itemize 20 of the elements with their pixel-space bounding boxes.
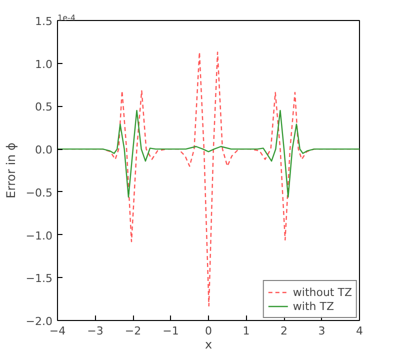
x-axis-title: x	[204, 338, 212, 352]
x-tick-label: 1	[242, 324, 250, 338]
x-tick-label: −1	[162, 324, 179, 338]
x-tick-label: −3	[87, 324, 104, 338]
y-tick-label: −1.0	[26, 229, 53, 242]
y-tick-label: 0.0	[35, 144, 53, 157]
legend-label: with TZ	[292, 299, 334, 313]
y-tick-label: 0.5	[35, 100, 53, 114]
y-tick-label: 1.0	[35, 58, 53, 71]
line-series	[58, 110, 360, 198]
x-tick-label: −2	[124, 324, 142, 338]
legend-label: without TZ	[292, 285, 352, 299]
x-tick-label: 4	[356, 324, 363, 338]
x-tick-label: 0	[205, 324, 212, 338]
y-axis-title: Error in ϕ	[4, 142, 18, 198]
y-tick-label: −0.5	[26, 186, 53, 200]
x-tick-label: 2	[280, 324, 288, 338]
x-tick-label: 3	[318, 324, 326, 338]
y-tick-label: 1.5	[35, 15, 53, 28]
y-tick-label: −1.5	[26, 272, 53, 286]
